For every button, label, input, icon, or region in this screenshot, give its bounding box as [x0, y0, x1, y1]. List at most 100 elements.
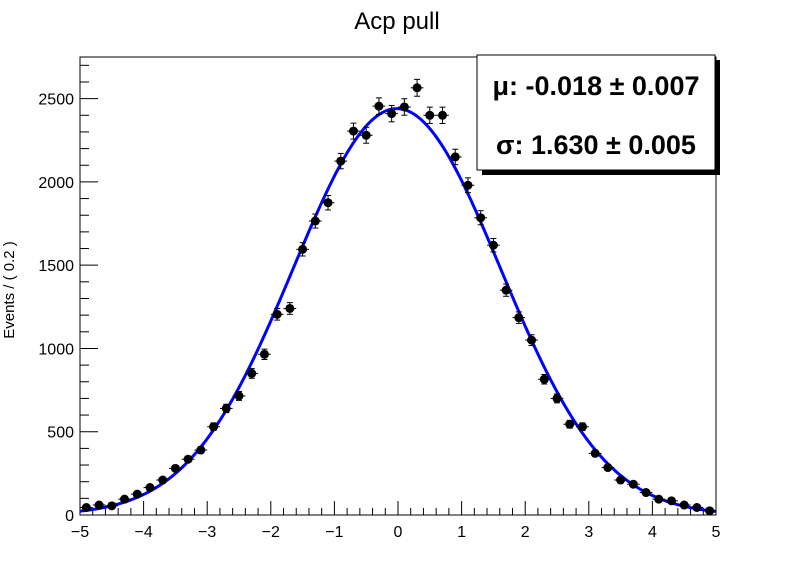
data-point: [398, 98, 411, 116]
point-marker: [374, 101, 384, 111]
data-point: [665, 496, 678, 506]
data-point: [308, 213, 322, 229]
point-marker: [476, 213, 486, 223]
data-point: [537, 374, 551, 385]
point-marker: [298, 244, 308, 254]
point-marker: [94, 500, 104, 510]
data-point: [499, 283, 513, 297]
point-marker: [259, 349, 269, 359]
axis-ticks: −5 −4 −3 −2 −1 0 1 2 3 4 5 0 500 1000 1500 2000 2500: [38, 64, 721, 541]
data-point: [80, 503, 93, 513]
data-point: [690, 503, 704, 513]
y-tick-label: 1000: [38, 341, 74, 358]
point-marker: [565, 419, 575, 429]
data-point: [512, 311, 526, 324]
data-point: [219, 403, 233, 414]
stat-mu: μ: -0.018 ± 0.007: [493, 71, 700, 101]
data-point: [436, 106, 449, 124]
data-point: [703, 506, 716, 516]
data-point: [423, 106, 437, 124]
data-point: [448, 148, 462, 166]
x-tick-label: 3: [584, 524, 593, 541]
point-marker: [183, 454, 193, 464]
point-marker: [196, 445, 206, 455]
x-tick-label: 0: [394, 524, 403, 541]
point-marker: [438, 110, 448, 120]
point-marker: [501, 285, 511, 295]
data-point: [652, 494, 666, 504]
data-point: [359, 126, 373, 144]
data-point: [576, 422, 589, 432]
point-marker: [234, 391, 244, 401]
y-axis-label: Events / ( 0.2 ): [1, 241, 18, 339]
point-marker: [590, 448, 600, 458]
x-tick-label: 5: [712, 524, 721, 541]
data-point: [385, 104, 398, 123]
point-marker: [221, 403, 231, 413]
data-point: [105, 501, 119, 511]
point-marker: [577, 422, 587, 432]
x-tick-label: −2: [262, 524, 280, 541]
data-point: [143, 483, 157, 493]
data-point: [410, 78, 424, 97]
point-marker: [145, 483, 155, 493]
data-point: [677, 500, 691, 510]
point-marker: [272, 309, 282, 319]
data-point: [626, 479, 640, 489]
data-point: [321, 195, 335, 211]
data-point: [334, 152, 348, 170]
point-marker: [132, 489, 142, 499]
y-tick-label: 2500: [38, 92, 74, 109]
point-marker: [81, 503, 91, 513]
data-point: [169, 463, 182, 473]
data-point: [207, 422, 220, 432]
point-marker: [527, 335, 537, 345]
data-point: [614, 475, 627, 485]
point-marker: [170, 463, 180, 473]
data-point: [194, 445, 208, 455]
data-point: [118, 494, 131, 504]
data-point: [525, 334, 538, 347]
point-marker: [705, 506, 715, 516]
point-marker: [209, 422, 219, 432]
point-marker: [552, 393, 562, 403]
point-marker: [361, 130, 371, 140]
point-marker: [616, 475, 626, 485]
data-point: [601, 463, 615, 473]
point-marker: [463, 180, 473, 190]
point-marker: [120, 494, 130, 504]
x-tick-label: 2: [521, 524, 530, 541]
point-marker: [323, 198, 333, 208]
data-point: [270, 308, 284, 321]
point-marker: [425, 110, 435, 120]
data-point: [474, 210, 488, 226]
point-marker: [158, 475, 168, 485]
stat-box: μ: -0.018 ± 0.007 σ: 1.630 ± 0.005: [476, 54, 720, 175]
point-marker: [450, 152, 460, 162]
point-marker: [336, 156, 346, 166]
data-point: [461, 177, 475, 194]
point-marker: [488, 240, 498, 250]
x-tick-label: 4: [648, 524, 657, 541]
y-tick-label: 2000: [38, 175, 74, 192]
chart-title: Acp pull: [354, 8, 439, 35]
data-point: [487, 237, 500, 253]
data-point: [296, 242, 309, 257]
x-tick-label: −1: [325, 524, 343, 541]
point-marker: [399, 102, 409, 112]
point-marker: [692, 503, 702, 513]
point-marker: [107, 501, 117, 511]
point-marker: [387, 109, 397, 119]
data-point: [639, 488, 653, 498]
x-tick-label: 1: [457, 524, 466, 541]
point-marker: [514, 313, 524, 323]
point-marker: [412, 83, 422, 93]
data-point: [563, 419, 577, 429]
data-point: [347, 122, 360, 140]
y-tick-label: 500: [47, 425, 74, 442]
data-point: [130, 489, 144, 499]
point-marker: [628, 479, 638, 489]
data-point: [181, 454, 195, 464]
point-marker: [666, 496, 676, 506]
